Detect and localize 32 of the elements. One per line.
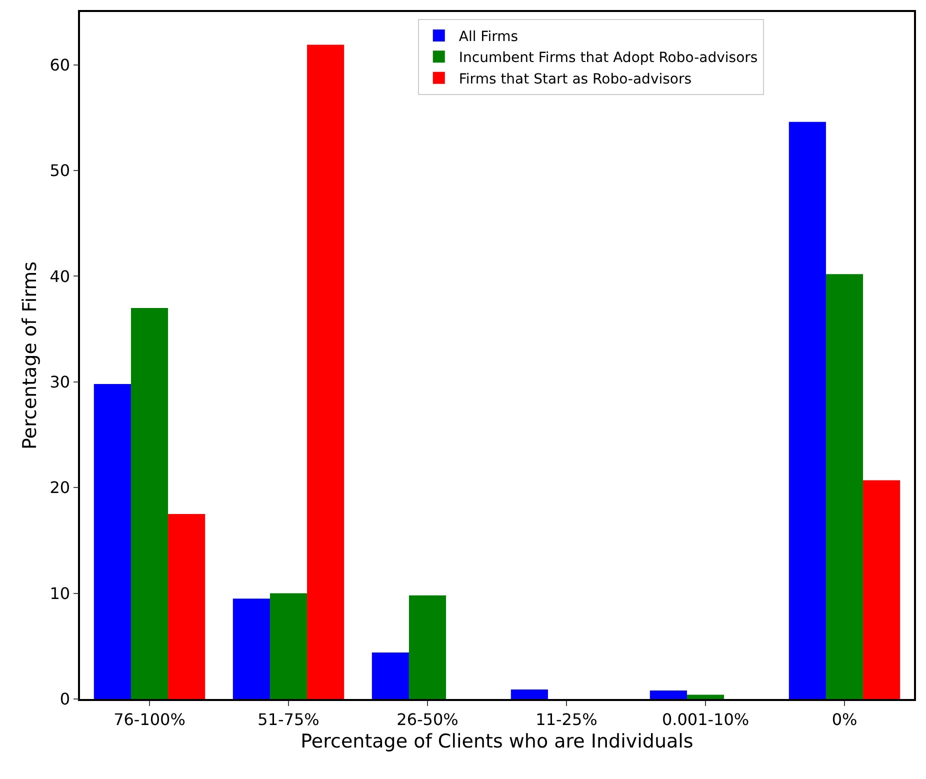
- legend-label: All Firms: [458, 28, 518, 45]
- bar: [372, 652, 409, 699]
- legend-label: Firms that Start as Robo-advisors: [458, 71, 692, 88]
- x-tick-label: 11-25%: [536, 710, 598, 729]
- bar: [232, 598, 270, 699]
- x-tick-label: 76-100%: [114, 710, 186, 729]
- bar: [408, 595, 446, 699]
- bar: [788, 122, 826, 699]
- bar: [94, 384, 131, 699]
- y-tick-label: 10: [50, 584, 70, 603]
- bar: [270, 593, 308, 699]
- bar: [510, 689, 548, 699]
- y-tick-label: 40: [50, 266, 70, 286]
- y-axis-title: Percentage of Firms: [19, 262, 42, 450]
- bar: [650, 690, 687, 699]
- y-tick-label: 20: [50, 478, 70, 498]
- x-tick-label: 0%: [832, 710, 858, 729]
- y-tick-label: 30: [50, 372, 70, 392]
- bar: [307, 44, 344, 699]
- bar: [686, 694, 724, 699]
- x-axis-title: Percentage of Clients who are Individuals: [300, 730, 694, 752]
- x-tick-label: 51-75%: [258, 710, 320, 729]
- y-tick-label: 60: [50, 55, 70, 74]
- y-tick-label: 50: [50, 161, 70, 180]
- bar: [168, 514, 206, 699]
- x-tick-label: 0.001-10%: [662, 710, 750, 729]
- x-tick-label: 26-50%: [396, 710, 458, 729]
- y-tick-label: 0: [60, 690, 70, 709]
- bar: [130, 308, 168, 699]
- bar: [863, 480, 900, 699]
- legend-label: Incumbent Firms that Adopt Robo-advisors: [458, 50, 758, 66]
- bar: [826, 274, 864, 699]
